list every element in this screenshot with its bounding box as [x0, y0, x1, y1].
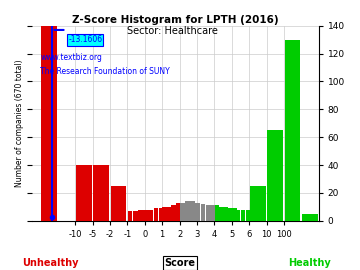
Text: www.textbiz.org: www.textbiz.org [40, 53, 102, 62]
Bar [133, 211, 138, 221]
Bar [185, 201, 190, 221]
Bar [154, 208, 158, 221]
Bar [166, 207, 171, 221]
Bar [218, 207, 223, 221]
Bar [201, 204, 206, 221]
Bar [176, 203, 181, 221]
Y-axis label: Number of companies (670 total): Number of companies (670 total) [15, 59, 24, 187]
Bar [232, 208, 237, 221]
Bar [211, 205, 216, 221]
Text: Unhealthy: Unhealthy [22, 258, 78, 268]
Bar [302, 214, 318, 221]
Bar [190, 201, 195, 221]
Bar [229, 208, 233, 221]
Bar [223, 207, 228, 221]
Text: -13.1606: -13.1606 [68, 35, 102, 45]
Bar [159, 208, 164, 221]
Bar [267, 130, 283, 221]
Bar [240, 210, 246, 221]
Bar [93, 165, 109, 221]
Text: Sector: Healthcare: Sector: Healthcare [127, 26, 218, 36]
Text: Score: Score [165, 258, 195, 268]
Bar [41, 26, 57, 221]
Bar [111, 186, 126, 221]
Bar [215, 205, 219, 221]
Text: Healthy: Healthy [288, 258, 331, 268]
Bar [143, 210, 148, 221]
Bar [180, 203, 185, 221]
Title: Z-Score Histogram for LPTH (2016): Z-Score Histogram for LPTH (2016) [72, 15, 279, 25]
Bar [127, 211, 132, 221]
Bar [246, 210, 251, 221]
Bar [235, 210, 240, 221]
Bar [148, 210, 153, 221]
Bar [250, 186, 266, 221]
Bar [171, 205, 176, 221]
Bar [138, 210, 143, 221]
Bar [76, 165, 92, 221]
Bar [206, 205, 211, 221]
Bar [285, 40, 301, 221]
Bar [195, 203, 200, 221]
Bar [162, 207, 167, 221]
Text: The Research Foundation of SUNY: The Research Foundation of SUNY [40, 66, 170, 76]
